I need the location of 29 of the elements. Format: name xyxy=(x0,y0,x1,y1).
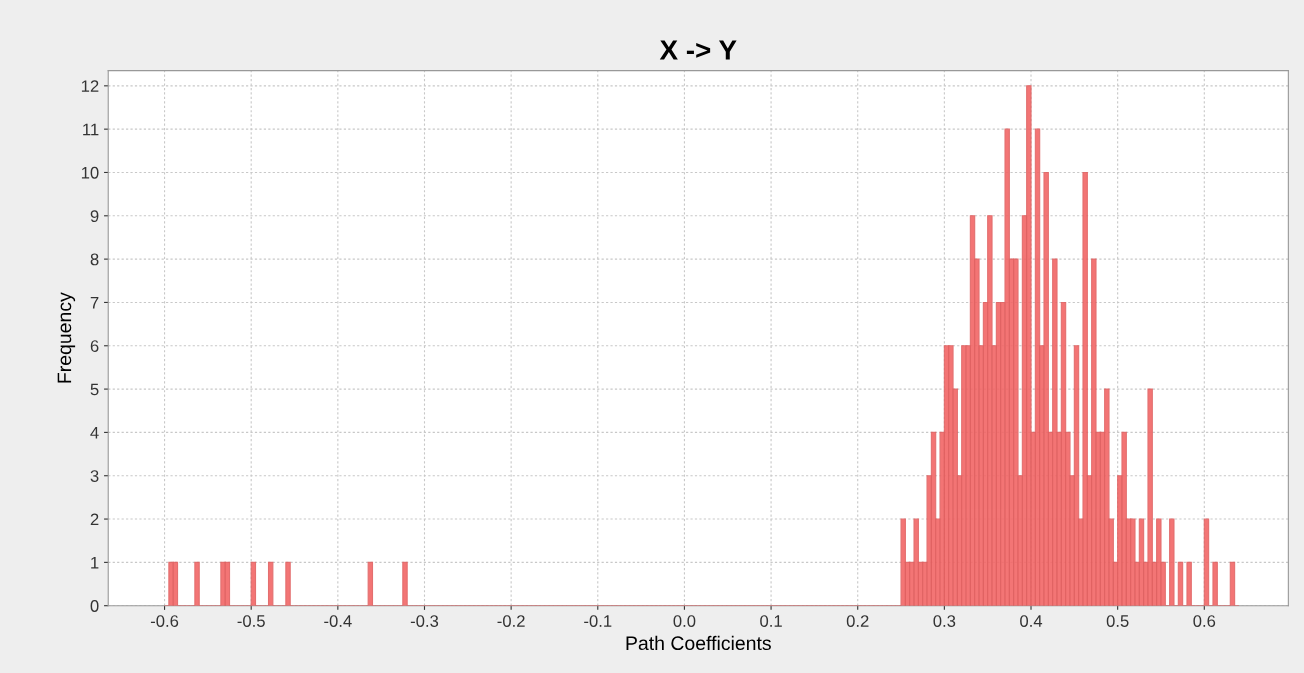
y-axis-title: Frequency xyxy=(57,292,76,383)
x-tick-label: 0.5 xyxy=(1106,615,1129,627)
x-tick-label: 0.2 xyxy=(846,615,869,627)
y-tick-label: 8 xyxy=(90,253,99,266)
y-tick-label: 5 xyxy=(90,383,99,396)
chart-title: X -> Y xyxy=(659,40,737,60)
y-tick-label: 4 xyxy=(90,426,99,439)
y-tick-label: 6 xyxy=(90,340,99,352)
x-tick-label: -0.3 xyxy=(410,615,439,627)
y-tick-label: 10 xyxy=(81,166,99,179)
x-tick-label: -0.5 xyxy=(237,615,265,627)
y-tick-label: 9 xyxy=(90,210,99,222)
x-tick-label: 0.0 xyxy=(673,615,696,627)
x-tick-label: -0.4 xyxy=(324,615,352,627)
y-tick-label: 1 xyxy=(91,556,99,569)
x-tick-label: -0.1 xyxy=(584,615,612,627)
y-tick-label: 7 xyxy=(90,297,99,309)
y-tick-label: 0 xyxy=(90,600,99,612)
x-tick-label: -0.6 xyxy=(150,615,179,627)
y-tick-label: 11 xyxy=(83,123,99,136)
y-tick-label: 2 xyxy=(90,513,99,526)
x-tick-label: 0.6 xyxy=(1193,615,1216,627)
x-tick-label: 0.3 xyxy=(933,615,956,627)
y-tick-label: 3 xyxy=(90,470,99,482)
x-tick-label: 0.4 xyxy=(1020,615,1043,627)
x-tick-label: -0.2 xyxy=(497,615,525,627)
x-tick-label: 0.1 xyxy=(760,615,782,627)
y-tick-label: 12 xyxy=(81,80,99,92)
x-axis-title: Path Coefficients xyxy=(626,635,771,651)
